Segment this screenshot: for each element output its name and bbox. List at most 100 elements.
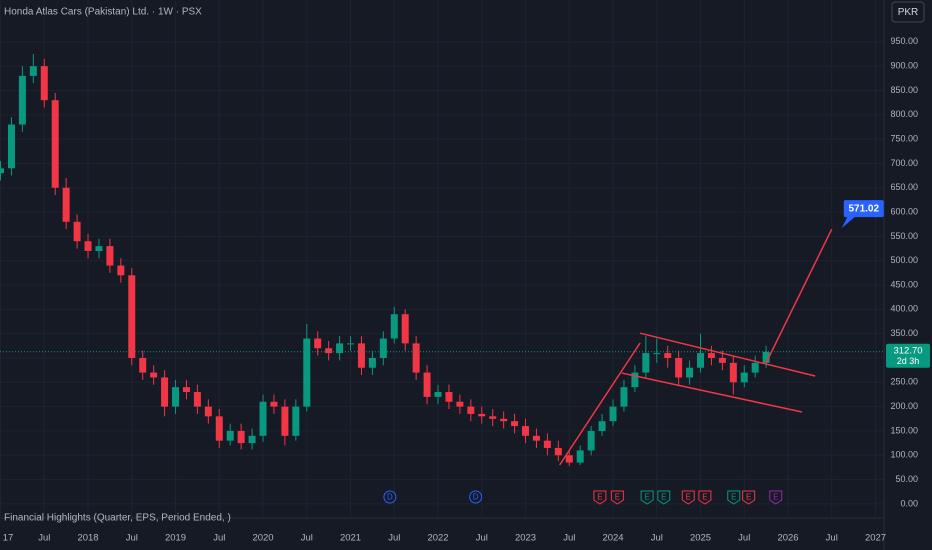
y-tick-label: 700.00 (890, 158, 918, 168)
x-tick-label: Jul (388, 533, 400, 544)
event-label: D (473, 493, 479, 502)
candle-body (423, 372, 431, 397)
event-badge (769, 490, 783, 505)
candle-body (51, 100, 59, 188)
x-tick-label: Jul (38, 533, 50, 544)
x-tick-label: Jul (301, 533, 313, 544)
candle-body (762, 351, 770, 363)
candle-body (150, 372, 158, 378)
event-marker: E (681, 490, 695, 505)
event-label: E (731, 493, 736, 502)
footer-text: Financial Highlights (Quarter, EPS, Peri… (4, 513, 231, 524)
candle-body (620, 387, 628, 407)
candle-body (303, 338, 311, 407)
candle-body (653, 353, 661, 355)
countdown-label: 2d 3h (897, 356, 920, 366)
event-marker: E (698, 490, 712, 505)
candle-body (390, 314, 398, 339)
candle-body (751, 362, 759, 373)
candle-body (29, 66, 37, 76)
y-tick-label: 850.00 (890, 85, 918, 95)
y-tick-label: 0.00 (900, 498, 918, 508)
candle-body (204, 406, 212, 417)
x-tick-label: Jul (738, 533, 750, 544)
event-label: E (661, 493, 666, 502)
chart-title: Honda Atlas Cars (Pakistan) Ltd. · 1W · … (4, 7, 202, 18)
event-badge (681, 490, 695, 505)
x-tick-label: Jul (563, 533, 575, 544)
candle-body (686, 367, 694, 378)
x-tick-label: Jul (213, 533, 225, 544)
candle-body (357, 343, 365, 368)
candle-body (248, 435, 256, 444)
y-tick-label: 250.00 (890, 377, 918, 387)
candle-body (576, 450, 584, 463)
candle-body (379, 338, 387, 358)
candle-body (697, 353, 705, 368)
currency-button[interactable] (891, 1, 925, 23)
candle-body (172, 387, 180, 407)
candle-body (500, 418, 508, 422)
candle-body (128, 275, 136, 358)
candle-body (675, 357, 683, 378)
x-tick-label: 2021 (340, 533, 361, 544)
event-badge (727, 490, 741, 505)
trend-line (639, 332, 816, 377)
y-tick-label: 500.00 (890, 255, 918, 265)
x-tick-label: Jul (651, 533, 663, 544)
y-tick-label: 600.00 (890, 206, 918, 216)
candle-body (62, 187, 70, 222)
event-label: E (702, 493, 707, 502)
y-tick-label: 750.00 (890, 133, 918, 143)
target-box (843, 200, 884, 218)
event-marker: D (383, 490, 397, 504)
candle-body (740, 372, 748, 383)
candle-body (325, 348, 333, 354)
candle-body (511, 421, 519, 427)
event-badge (742, 490, 756, 505)
event-marker: E (593, 490, 607, 505)
candle-body (718, 357, 726, 363)
candle-body (314, 338, 322, 349)
candle-body (84, 241, 92, 251)
trend-line (559, 342, 641, 466)
candle-body (73, 221, 81, 242)
candle-body (259, 401, 267, 436)
y-tick-label: 900.00 (890, 61, 918, 71)
candle-body (412, 343, 420, 373)
grid (0, 0, 884, 518)
last-price-label: 312.70 (893, 345, 922, 356)
y-tick-label: 950.00 (890, 36, 918, 46)
candle-body (226, 430, 234, 441)
event-badge (610, 490, 624, 505)
candle-body (336, 343, 344, 354)
candle-body (729, 362, 737, 383)
x-tick-label: 17 (3, 533, 14, 544)
candle-body (445, 392, 453, 402)
event-marker: D (469, 490, 483, 504)
candle-body (106, 246, 114, 266)
candle-body (292, 406, 300, 436)
x-tick-label: Jul (126, 533, 138, 544)
candle-body (522, 426, 530, 436)
currency[interactable]: PKR (898, 7, 919, 18)
y-tick-label: 400.00 (890, 304, 918, 314)
candle-body (0, 168, 5, 174)
candle-body (609, 406, 617, 422)
event-marker: E (657, 490, 671, 505)
candle-body (270, 401, 278, 407)
candle-body (347, 343, 355, 345)
candle-body (215, 416, 223, 441)
x-tick-label: 2025 (690, 533, 711, 544)
candle-body (368, 357, 376, 368)
candle-body (434, 392, 442, 397)
trend-line (621, 372, 803, 413)
x-tick-label: 2027 (865, 533, 886, 544)
candle-body (642, 353, 650, 373)
x-tick-label: 2018 (77, 533, 98, 544)
candle-body (7, 124, 15, 169)
event-marker: E (610, 490, 624, 505)
candle-body (543, 440, 551, 448)
